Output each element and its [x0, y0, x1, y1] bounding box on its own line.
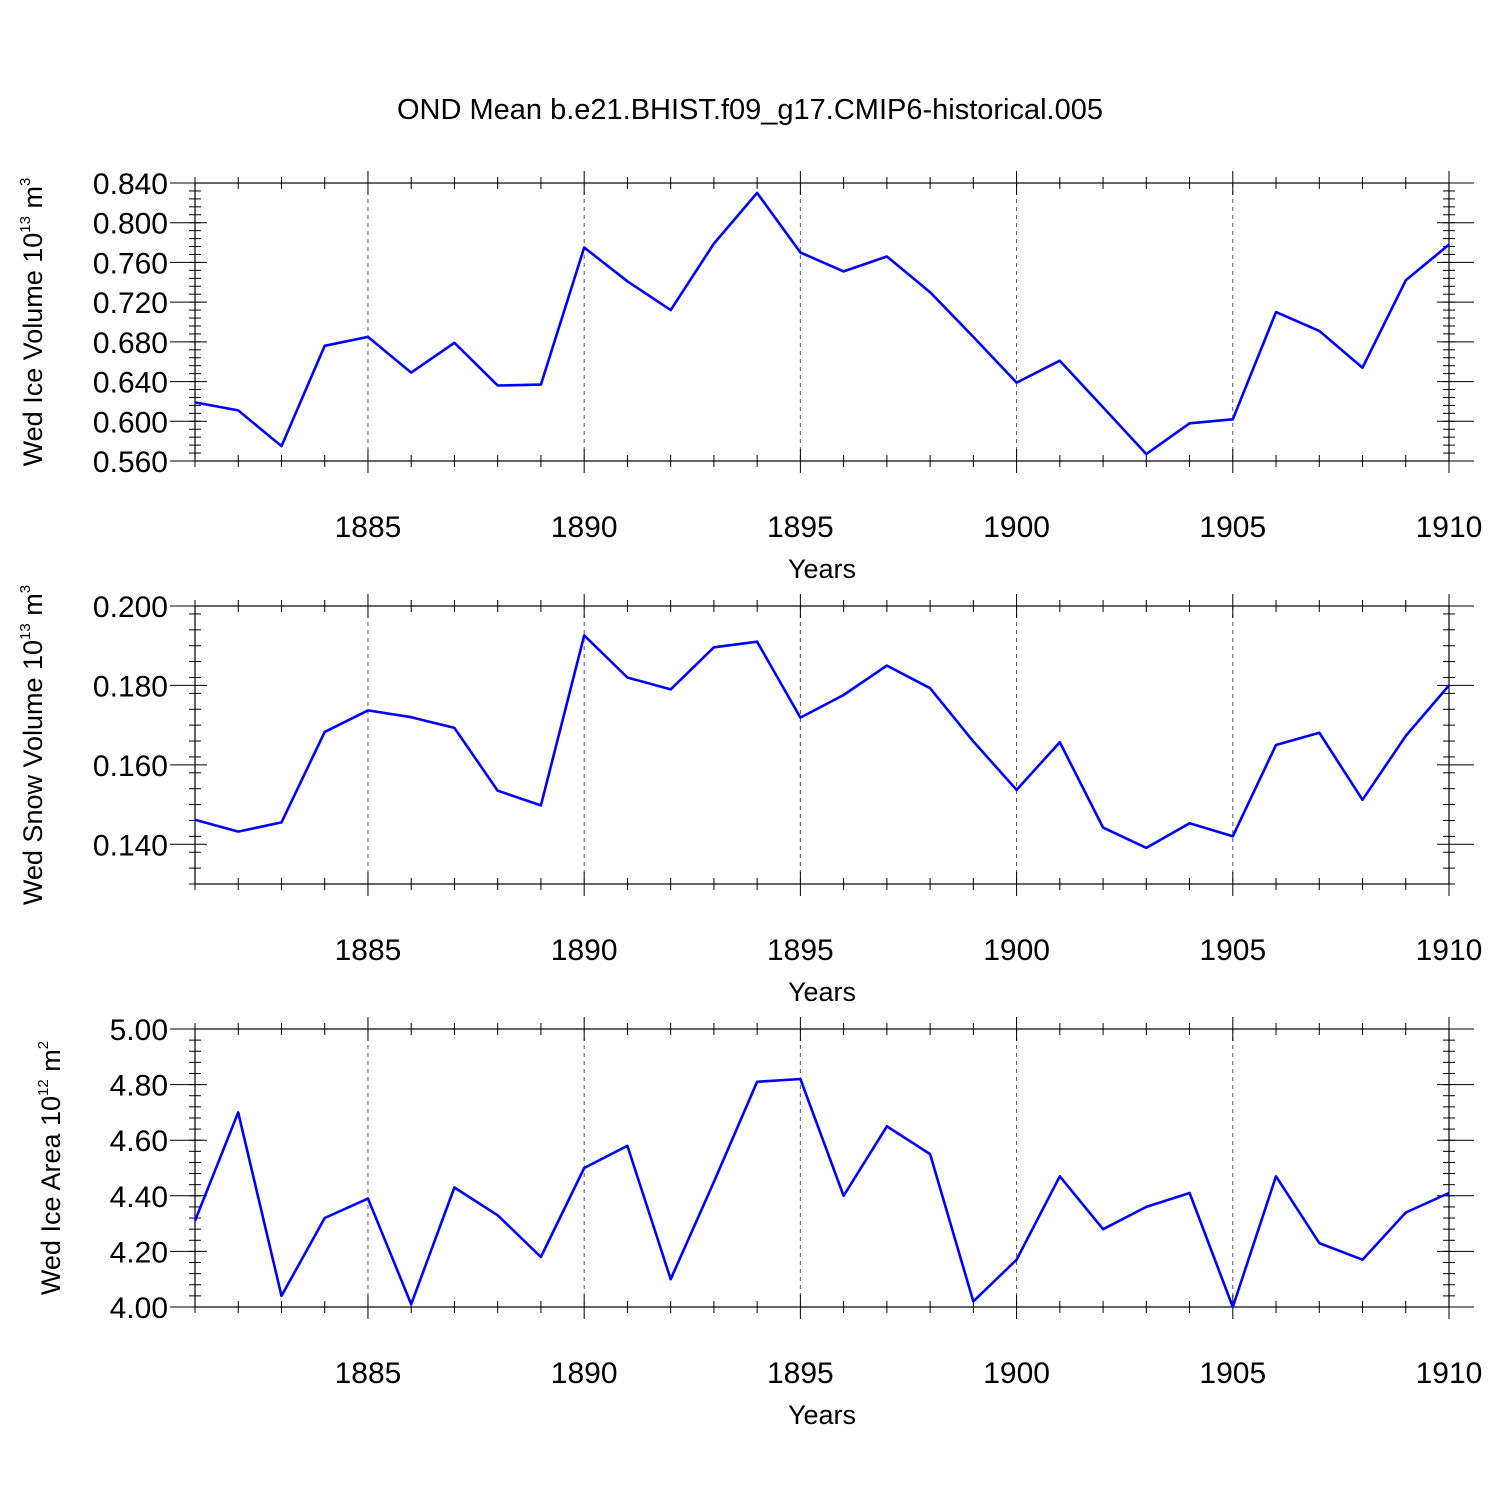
plot-frame	[194, 1028, 1450, 1308]
plot-frame	[194, 182, 1450, 462]
y-tick-label: 0.200	[93, 591, 168, 624]
x-tick-label: 1890	[551, 934, 618, 967]
x-tick-label: 1900	[983, 1357, 1050, 1390]
x-tick-label: 1905	[1199, 1357, 1266, 1390]
x-tick-label: 1900	[983, 934, 1050, 967]
x-tick-label: 1905	[1199, 934, 1266, 967]
x-tick-label: 1910	[1416, 1357, 1483, 1390]
y-tick-label: 0.840	[93, 168, 168, 201]
x-tick-label: 1885	[335, 1357, 402, 1390]
y-tick-label: 0.800	[93, 208, 168, 241]
x-tick-label: 1890	[551, 511, 618, 544]
y-tick-label: 4.00	[110, 1292, 168, 1325]
y-tick-label: 0.180	[93, 670, 168, 703]
y-tick-label: 0.140	[93, 829, 168, 862]
y-tick-label: 4.60	[110, 1125, 168, 1158]
y-axis-label: Wed Ice Area 1012 m2	[35, 1041, 66, 1295]
y-axis-label: Wed Ice Volume 1013 m3	[17, 178, 48, 467]
series-line	[193, 1077, 1450, 1309]
y-tick-label: 0.680	[93, 327, 168, 360]
y-tick-label: 0.720	[93, 287, 168, 320]
x-tick-label: 1905	[1199, 511, 1266, 544]
y-tick-label: 0.160	[93, 750, 168, 783]
y-tick-label: 4.20	[110, 1236, 168, 1269]
plot-frame	[194, 605, 1450, 885]
x-tick-label: 1885	[335, 934, 402, 967]
y-tick-label: 0.560	[93, 446, 168, 479]
panel-3: 4.00 4.20 4.40 4.60 4.80 5.00 1885 1890 1895 1900…	[35, 1014, 1482, 1430]
chart-title: OND Mean b.e21.BHIST.f09_g17.CMIP6-histo…	[397, 94, 1103, 126]
series-line	[194, 191, 1450, 456]
x-tick-label: 1885	[335, 511, 402, 544]
y-tick-label: 0.640	[93, 367, 168, 400]
panel-2: 0.140 0.160 0.180 0.200 1885 1890 1895 1900 1905…	[17, 585, 1482, 1007]
x-tick-label: 1900	[983, 511, 1050, 544]
y-tick-label: 0.600	[93, 406, 168, 439]
x-tick-label: 1910	[1416, 934, 1483, 967]
y-tick-label: 4.40	[110, 1181, 168, 1214]
y-tick-label: 0.760	[93, 247, 168, 280]
y-axis-label: Wed Snow Volume 1013 m3	[17, 585, 48, 905]
y-tick-label: 4.80	[110, 1070, 168, 1103]
x-tick-label: 1895	[767, 511, 834, 544]
series-line	[194, 634, 1450, 850]
x-axis-label: Years	[788, 977, 856, 1007]
panel-1: 0.560 0.600 0.640 0.680 0.720 0.760 0.800 0.840…	[17, 168, 1482, 584]
x-tick-label: 1890	[551, 1357, 618, 1390]
x-tick-label: 1895	[767, 934, 834, 967]
x-axis-label: Years	[788, 554, 856, 584]
x-tick-label: 1910	[1416, 511, 1483, 544]
x-tick-label: 1895	[767, 1357, 834, 1390]
y-tick-label: 5.00	[110, 1014, 168, 1047]
x-axis-label: Years	[788, 1400, 856, 1430]
